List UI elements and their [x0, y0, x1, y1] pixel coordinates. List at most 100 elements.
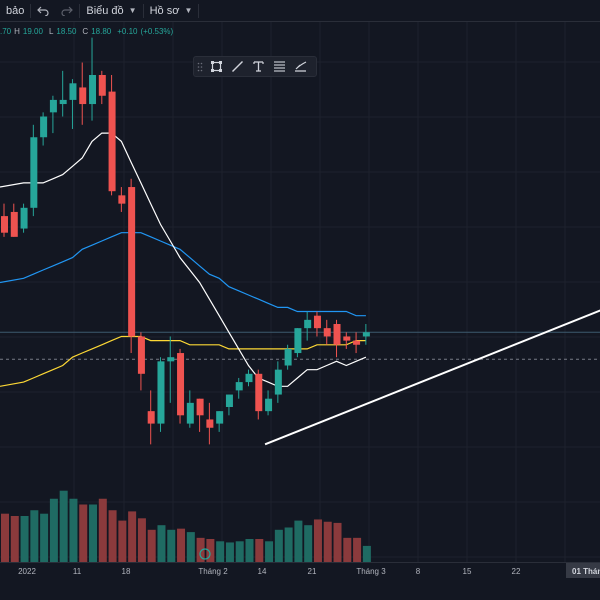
candle-body	[313, 315, 321, 329]
undo-icon	[37, 6, 49, 16]
candle-body	[147, 411, 155, 424]
volume-bar	[137, 518, 146, 562]
event-marker-icon[interactable]	[199, 548, 211, 560]
x-axis-tick-label: 14	[258, 567, 267, 576]
volume-bar	[186, 532, 195, 562]
volume-bar	[284, 527, 293, 562]
volume-bar	[225, 542, 234, 562]
volume-bar	[304, 525, 313, 562]
toolbar-divider	[79, 3, 81, 18]
fib-tool-button[interactable]	[269, 57, 290, 76]
volume-bar	[157, 525, 166, 562]
candle-body	[20, 207, 28, 229]
current-date-label: 01 Tháng	[572, 567, 600, 576]
volume-bar	[255, 539, 264, 562]
candle-body	[265, 398, 273, 412]
rectangle-tool-button[interactable]	[206, 57, 227, 76]
candle-body	[177, 353, 185, 416]
volume-bar	[353, 537, 362, 562]
candle-body	[255, 373, 263, 412]
candle-body	[79, 87, 87, 105]
volume-bar	[79, 504, 88, 562]
rectangle-icon	[211, 61, 222, 72]
floating-drawing-toolbar	[193, 56, 317, 77]
candle-body	[235, 382, 243, 391]
open-value: .70	[0, 27, 12, 36]
x-axis-tick-label: 8	[416, 567, 421, 576]
x-axis-tick-label: 22	[512, 567, 521, 576]
candle-body	[245, 373, 253, 383]
high-label: H	[14, 27, 20, 36]
toolbar-divider	[142, 3, 144, 18]
candle-body	[40, 116, 48, 138]
text-icon	[253, 61, 264, 72]
volume-bar	[20, 516, 29, 562]
moving-average-slow	[0, 335, 366, 387]
candle-body	[137, 336, 145, 374]
indicators-button[interactable]: bảo	[0, 0, 30, 22]
chevron-down-icon: ▼	[128, 6, 137, 15]
price-chart[interactable]: 2022 11 18 Tháng 2 14 21 Tháng 3 8 15 22 01 Tháng	[0, 22, 600, 600]
low-label: L	[48, 27, 54, 36]
candle-body	[157, 361, 165, 424]
volume-bar	[118, 520, 127, 562]
candle-body	[362, 332, 370, 337]
trend-line[interactable]	[264, 245, 600, 446]
candle-body	[294, 328, 302, 354]
candle-body	[167, 357, 175, 362]
candle-body	[304, 319, 312, 329]
volume-bar	[30, 510, 39, 562]
text-tool-button[interactable]	[248, 57, 269, 76]
x-axis-tick-label: 2022	[18, 567, 36, 576]
candle-body	[1, 216, 8, 233]
volume-bar	[362, 545, 371, 562]
chart-menu-button[interactable]: Biểu đồ ▼	[80, 0, 142, 22]
volume-bar	[274, 529, 283, 562]
brush-tool-button[interactable]	[290, 57, 311, 76]
grip-icon[interactable]	[194, 57, 206, 76]
top-toolbar: bảo Biểu đồ ▼ Hồ sơ ▼	[0, 0, 600, 22]
candle-body	[216, 411, 224, 424]
x-axis-tick-label: 21	[308, 567, 317, 576]
candle-body	[206, 419, 214, 428]
volume-bar	[89, 504, 98, 562]
current-date-badge	[566, 563, 600, 578]
x-axis-tick-label: Tháng 3	[356, 567, 386, 576]
volume-bar	[206, 539, 215, 562]
undo-button[interactable]	[31, 0, 55, 22]
x-axis-tick-label: Tháng 2	[198, 567, 228, 576]
candle-body	[353, 340, 361, 345]
toolbar-divider	[30, 3, 32, 18]
volume-bar	[235, 541, 244, 562]
candle-body	[225, 394, 233, 407]
toolbar-divider	[198, 3, 200, 18]
candle-body	[196, 398, 204, 416]
candle-body	[108, 91, 116, 192]
volume-bar	[40, 513, 49, 562]
volume-bar	[108, 510, 117, 562]
moving-average-fast	[0, 132, 367, 387]
volume-bar	[196, 537, 205, 562]
volume-bar	[294, 520, 303, 562]
change-value: +0.10	[117, 27, 138, 36]
candle-body	[69, 83, 77, 100]
volume-bar	[343, 537, 352, 562]
redo-button[interactable]	[55, 0, 79, 22]
volume-bar	[59, 490, 68, 562]
ohlc-legend: .70 H 19.00 L 18.50 C 18.80 +0.10 (+0.53%)	[0, 27, 176, 36]
volume-bar	[98, 498, 107, 562]
trendline-tool-button[interactable]	[227, 57, 248, 76]
candle-body	[284, 348, 292, 366]
candle-body	[89, 75, 97, 105]
volume-bar	[1, 513, 9, 562]
volume-bar	[49, 498, 58, 562]
profile-menu-button[interactable]: Hồ sơ ▼	[144, 0, 199, 22]
candle-body	[186, 402, 194, 424]
brush-icon	[295, 61, 307, 72]
candle-body	[118, 195, 126, 204]
volume-bar	[333, 522, 342, 562]
candle-body	[59, 99, 67, 105]
fib-icon	[274, 61, 285, 72]
volume-bar	[313, 519, 322, 562]
time-axis[interactable]	[0, 562, 600, 600]
